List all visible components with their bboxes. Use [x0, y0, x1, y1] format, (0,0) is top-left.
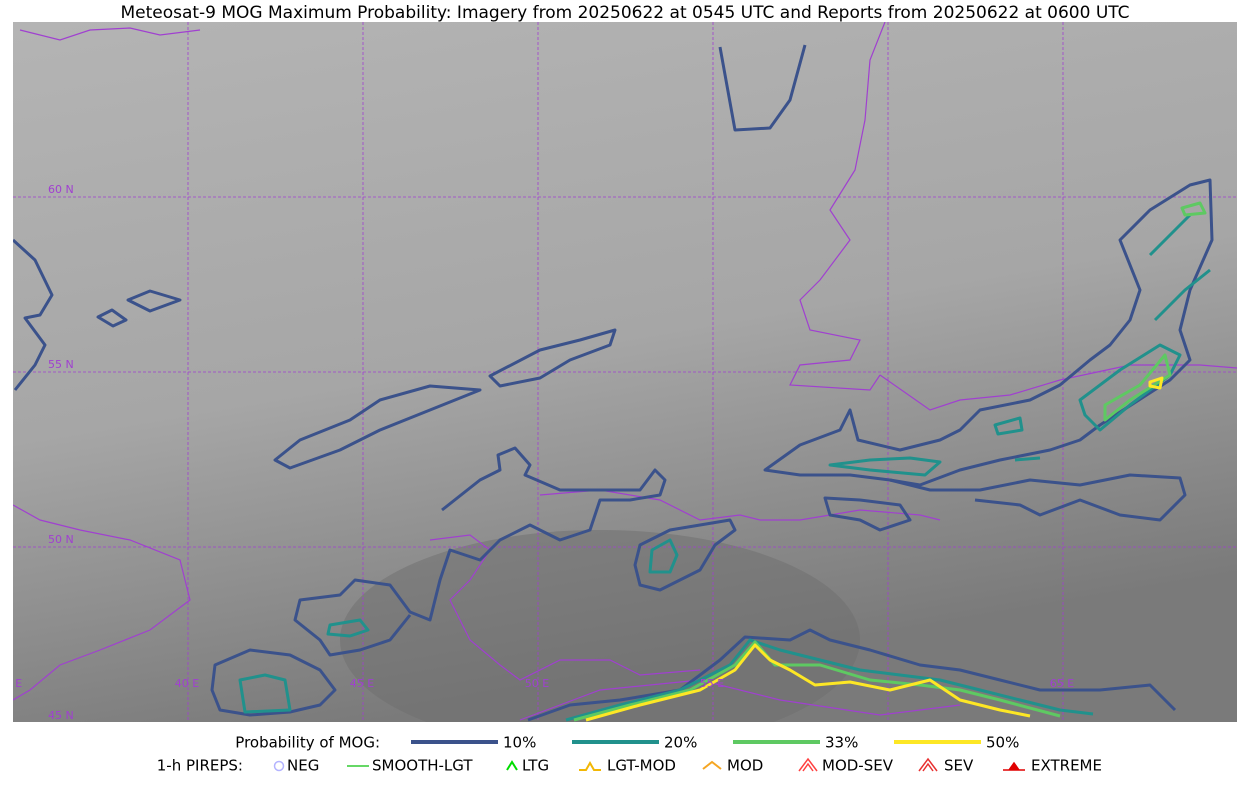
coastline	[519, 679, 961, 721]
contour	[585, 643, 1031, 722]
pirep-icon	[506, 760, 518, 771]
contour	[210, 648, 337, 717]
legend-label: 33%	[825, 734, 858, 752]
geo-labels: 60 N 55 N 50 N 45 N 35 E 40 E 45 E 50 E 55 E 65 E	[0, 183, 1074, 722]
pirep-icon	[918, 757, 938, 772]
border	[539, 489, 941, 521]
legend-label: MOD	[727, 757, 763, 775]
coastlines	[13, 22, 1237, 721]
legend-label: NEG	[287, 757, 319, 775]
legend-label: LGT-MOD	[607, 757, 676, 775]
coastline	[429, 534, 701, 681]
lon-label: 50 E	[525, 677, 549, 690]
contour	[889, 473, 1187, 522]
pirep-icon	[798, 757, 818, 772]
legend-label: 50%	[986, 734, 1019, 752]
lat-label: 55 N	[48, 358, 74, 371]
contour	[573, 640, 1061, 722]
legend-label: MOD-SEV	[822, 757, 894, 775]
contour	[96, 289, 182, 328]
contour	[1103, 201, 1207, 422]
border	[789, 22, 886, 391]
graticule	[13, 22, 1237, 722]
legend-label: LTG	[522, 757, 549, 775]
contour	[763, 178, 1214, 487]
pirep-icon	[702, 760, 722, 770]
coastline	[19, 27, 201, 41]
pirep-icon	[579, 760, 601, 771]
contour	[718, 44, 807, 132]
pirep-icon	[273, 760, 285, 772]
contour	[633, 518, 737, 592]
contour	[488, 328, 617, 388]
contours	[13, 44, 1214, 722]
lon-label: 55 E	[700, 677, 724, 690]
contour	[273, 384, 482, 470]
contour	[238, 618, 370, 714]
lon-label: 40 E	[175, 677, 199, 690]
contour	[13, 238, 54, 391]
legend-label: 10%	[503, 734, 536, 752]
legend-label: EXTREME	[1031, 757, 1102, 775]
lon-label: 35 E	[0, 677, 22, 690]
legend: Probability of MOG: 10% 20% 33% 50% 1-h PIREP…	[157, 734, 1102, 775]
lat-label: 45 N	[48, 709, 74, 722]
contour	[828, 416, 1041, 477]
lat-label: 50 N	[48, 533, 74, 546]
lat-label: 60 N	[48, 183, 74, 196]
legend-label: 20%	[664, 734, 697, 752]
pirep-icon	[1003, 761, 1025, 771]
lon-label: 45 E	[350, 677, 374, 690]
contour	[648, 538, 679, 574]
title: Meteosat-9 MOG Maximum Probability: Imag…	[120, 3, 1129, 23]
contour	[565, 638, 1094, 722]
contour	[1148, 376, 1164, 390]
map: 60 N 55 N 50 N 45 N 35 E 40 E 45 E 50 E 55 E 65 E	[0, 22, 1237, 722]
contour	[527, 628, 1177, 722]
contour	[823, 496, 912, 532]
contour	[293, 446, 667, 657]
coastline	[13, 504, 191, 701]
legend-label: SMOOTH-LGT	[372, 757, 473, 775]
legend-label: SEV	[944, 757, 974, 775]
border	[879, 364, 1237, 411]
lon-label: 65 E	[1050, 677, 1074, 690]
legend-title: 1-h PIREPS:	[157, 757, 243, 775]
legend-title: Probability of MOG:	[235, 734, 380, 752]
